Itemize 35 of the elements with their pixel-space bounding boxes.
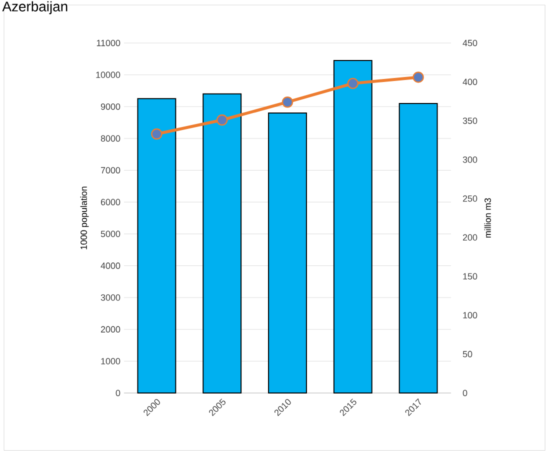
y2-axis-title: million m3 bbox=[484, 198, 491, 238]
y2-tick-label: 250 bbox=[462, 195, 478, 202]
bar bbox=[398, 102, 438, 394]
y2-tick-label: 300 bbox=[462, 156, 478, 163]
point bbox=[216, 114, 228, 126]
y-axis-title: 1000 population bbox=[80, 186, 89, 250]
point bbox=[347, 78, 358, 90]
y2-tick-label: 100 bbox=[463, 312, 478, 318]
y-tick-label: 8000 bbox=[100, 135, 120, 142]
y2-tick-label: 0 bbox=[462, 390, 468, 396]
y-tick-label: 6000 bbox=[100, 198, 120, 206]
y2-tick-label: 350 bbox=[462, 118, 478, 124]
y-tick-label: 9000 bbox=[100, 103, 120, 110]
y-tick-label: 0 bbox=[116, 390, 120, 396]
y-tick-label: 2000 bbox=[100, 326, 120, 333]
y2-tick-label: 50 bbox=[462, 350, 472, 358]
y-tick-label: 10000 bbox=[96, 72, 120, 78]
point bbox=[282, 96, 294, 108]
y2-tick-label: 150 bbox=[463, 273, 478, 280]
chart-title: Azerbaijan bbox=[2, 1, 68, 14]
point bbox=[412, 72, 424, 83]
y-tick-label: 7000 bbox=[100, 167, 120, 174]
bar bbox=[202, 93, 242, 394]
y2-tick-label: 450 bbox=[462, 40, 478, 46]
y-tick-label: 3000 bbox=[100, 294, 120, 301]
bar bbox=[333, 60, 372, 394]
y-tick-label: 11000 bbox=[96, 40, 120, 46]
y-tick-label: 5000 bbox=[100, 230, 120, 238]
point bbox=[151, 128, 162, 140]
bar bbox=[268, 112, 307, 394]
y2-tick-label: 200 bbox=[462, 234, 478, 241]
y-tick-label: 4000 bbox=[100, 262, 120, 269]
bar bbox=[137, 98, 176, 394]
y-tick-label: 1000 bbox=[101, 358, 120, 364]
y2-tick-label: 400 bbox=[462, 78, 478, 86]
